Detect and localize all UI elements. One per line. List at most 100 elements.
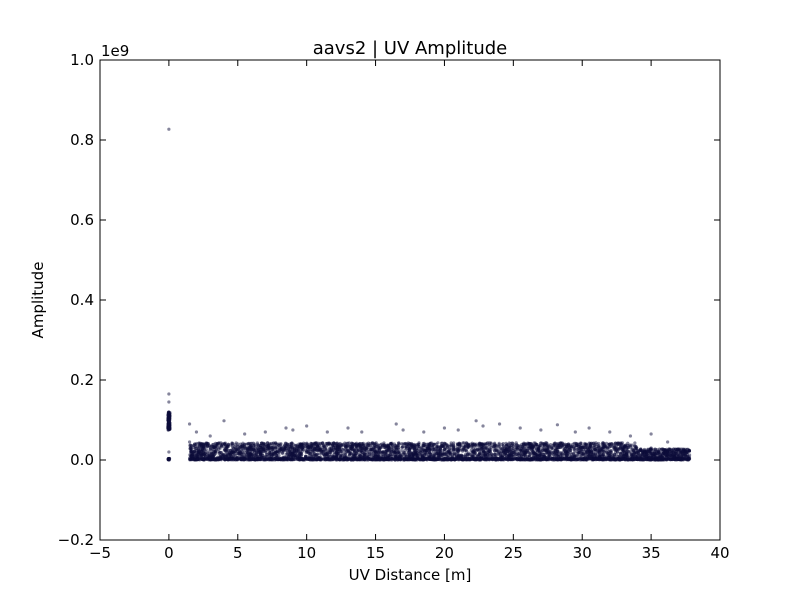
data-point xyxy=(571,452,576,457)
data-point xyxy=(351,456,355,461)
data-point xyxy=(310,443,314,447)
data-point xyxy=(239,445,243,449)
data-point xyxy=(630,447,635,451)
data-point xyxy=(196,448,200,452)
data-point xyxy=(566,447,570,451)
data-point xyxy=(311,454,315,458)
data-point xyxy=(649,455,653,460)
data-point xyxy=(532,451,537,455)
data-point xyxy=(327,454,331,459)
data-point xyxy=(423,452,427,457)
data-point xyxy=(264,448,268,453)
data-point xyxy=(293,443,298,448)
data-point xyxy=(217,445,222,449)
data-point xyxy=(205,457,209,461)
data-point xyxy=(595,455,599,460)
data-point xyxy=(625,455,629,459)
data-point xyxy=(586,450,590,455)
data-point xyxy=(327,449,331,453)
data-point xyxy=(260,441,264,445)
data-point xyxy=(552,458,556,462)
data-point xyxy=(575,453,579,457)
data-point xyxy=(457,447,461,451)
data-point xyxy=(519,454,523,458)
data-point xyxy=(537,453,542,457)
data-point xyxy=(274,453,278,457)
data-point xyxy=(573,450,577,454)
data-point xyxy=(502,457,506,461)
data-point xyxy=(219,457,223,461)
data-point xyxy=(653,447,658,451)
data-point xyxy=(341,451,345,455)
data-point xyxy=(289,454,293,458)
data-point xyxy=(322,444,326,448)
data-point xyxy=(323,457,328,461)
data-point xyxy=(299,451,303,455)
data-point xyxy=(231,455,236,459)
data-point xyxy=(448,447,452,451)
data-point xyxy=(205,441,209,446)
data-point xyxy=(560,441,564,445)
data-point xyxy=(435,457,439,462)
data-point xyxy=(392,442,397,446)
data-point xyxy=(188,446,193,450)
data-point xyxy=(234,449,238,453)
data-point xyxy=(475,448,480,452)
data-point xyxy=(513,447,517,452)
data-point xyxy=(229,450,233,454)
data-point xyxy=(633,457,637,461)
data-point xyxy=(613,455,617,459)
data-point xyxy=(660,447,665,451)
data-point xyxy=(472,442,477,446)
data-point xyxy=(410,451,414,456)
data-point xyxy=(426,446,430,450)
data-point xyxy=(416,444,420,448)
data-point xyxy=(266,443,270,448)
data-point xyxy=(417,441,421,445)
data-point xyxy=(583,452,588,456)
data-point xyxy=(390,453,395,457)
data-point xyxy=(677,451,681,456)
data-point xyxy=(436,441,440,445)
data-point xyxy=(672,455,677,460)
data-point xyxy=(463,447,467,452)
data-point xyxy=(285,444,289,448)
data-point xyxy=(248,444,252,449)
data-point xyxy=(431,450,436,454)
data-point xyxy=(344,445,348,449)
data-point xyxy=(525,458,529,462)
data-point xyxy=(382,456,386,460)
y-axis-title: Amplitude xyxy=(29,262,47,339)
data-point xyxy=(245,447,249,451)
data-point xyxy=(310,457,314,461)
data-point xyxy=(443,447,447,451)
data-point xyxy=(452,447,456,451)
data-point xyxy=(635,454,640,458)
data-point xyxy=(454,457,458,461)
data-point xyxy=(259,447,263,451)
data-point xyxy=(480,452,484,456)
data-point xyxy=(238,442,242,446)
data-point xyxy=(642,447,647,452)
data-point xyxy=(290,443,294,447)
data-point xyxy=(266,452,270,456)
data-point xyxy=(577,452,581,456)
data-point xyxy=(386,457,391,461)
data-point xyxy=(413,450,417,455)
data-point xyxy=(674,452,679,456)
data-point xyxy=(442,457,447,461)
data-point xyxy=(267,447,271,451)
data-point xyxy=(473,451,477,455)
data-point xyxy=(668,457,673,462)
data-point xyxy=(487,454,491,458)
data-point xyxy=(347,454,351,458)
data-point xyxy=(353,457,357,461)
data-point xyxy=(224,454,228,458)
data-point xyxy=(333,442,338,446)
scatter-points xyxy=(166,127,692,462)
data-point xyxy=(470,450,474,454)
data-point xyxy=(355,451,359,455)
data-point xyxy=(575,443,579,448)
data-point xyxy=(539,441,543,445)
data-point xyxy=(636,449,641,453)
